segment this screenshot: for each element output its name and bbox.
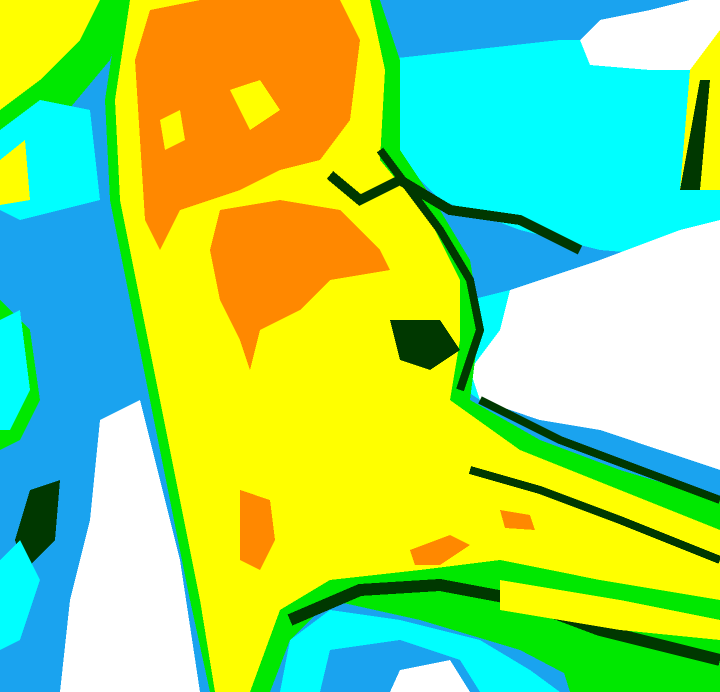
cloud-orange bbox=[240, 490, 275, 570]
cloud-edge bbox=[376, 147, 485, 392]
cloud-yellow bbox=[0, 140, 30, 205]
cloud-edge bbox=[390, 320, 460, 370]
cloud-orange bbox=[500, 510, 535, 530]
cloud-white bbox=[470, 220, 720, 470]
cloud-white bbox=[390, 660, 470, 692]
cyan-region bbox=[380, 40, 720, 260]
cloud-edge bbox=[287, 578, 720, 666]
cloud-edge bbox=[326, 171, 583, 255]
cloud-white bbox=[580, 0, 720, 70]
cloud-edge bbox=[478, 396, 720, 504]
cyan-region bbox=[0, 540, 40, 650]
cloud-white bbox=[60, 400, 200, 692]
cloud-edge bbox=[680, 80, 710, 190]
cyan-region bbox=[0, 310, 30, 430]
cloud-yellow bbox=[230, 80, 280, 130]
cloud-edge bbox=[468, 466, 720, 564]
cloud-orange bbox=[410, 535, 470, 565]
cloud-edge bbox=[15, 480, 60, 570]
cloud-yellow bbox=[0, 0, 100, 110]
cloud-yellow bbox=[160, 110, 185, 150]
cloud-yellow bbox=[500, 580, 720, 640]
cloud-orange bbox=[210, 200, 390, 370]
cloud-green bbox=[560, 650, 720, 692]
